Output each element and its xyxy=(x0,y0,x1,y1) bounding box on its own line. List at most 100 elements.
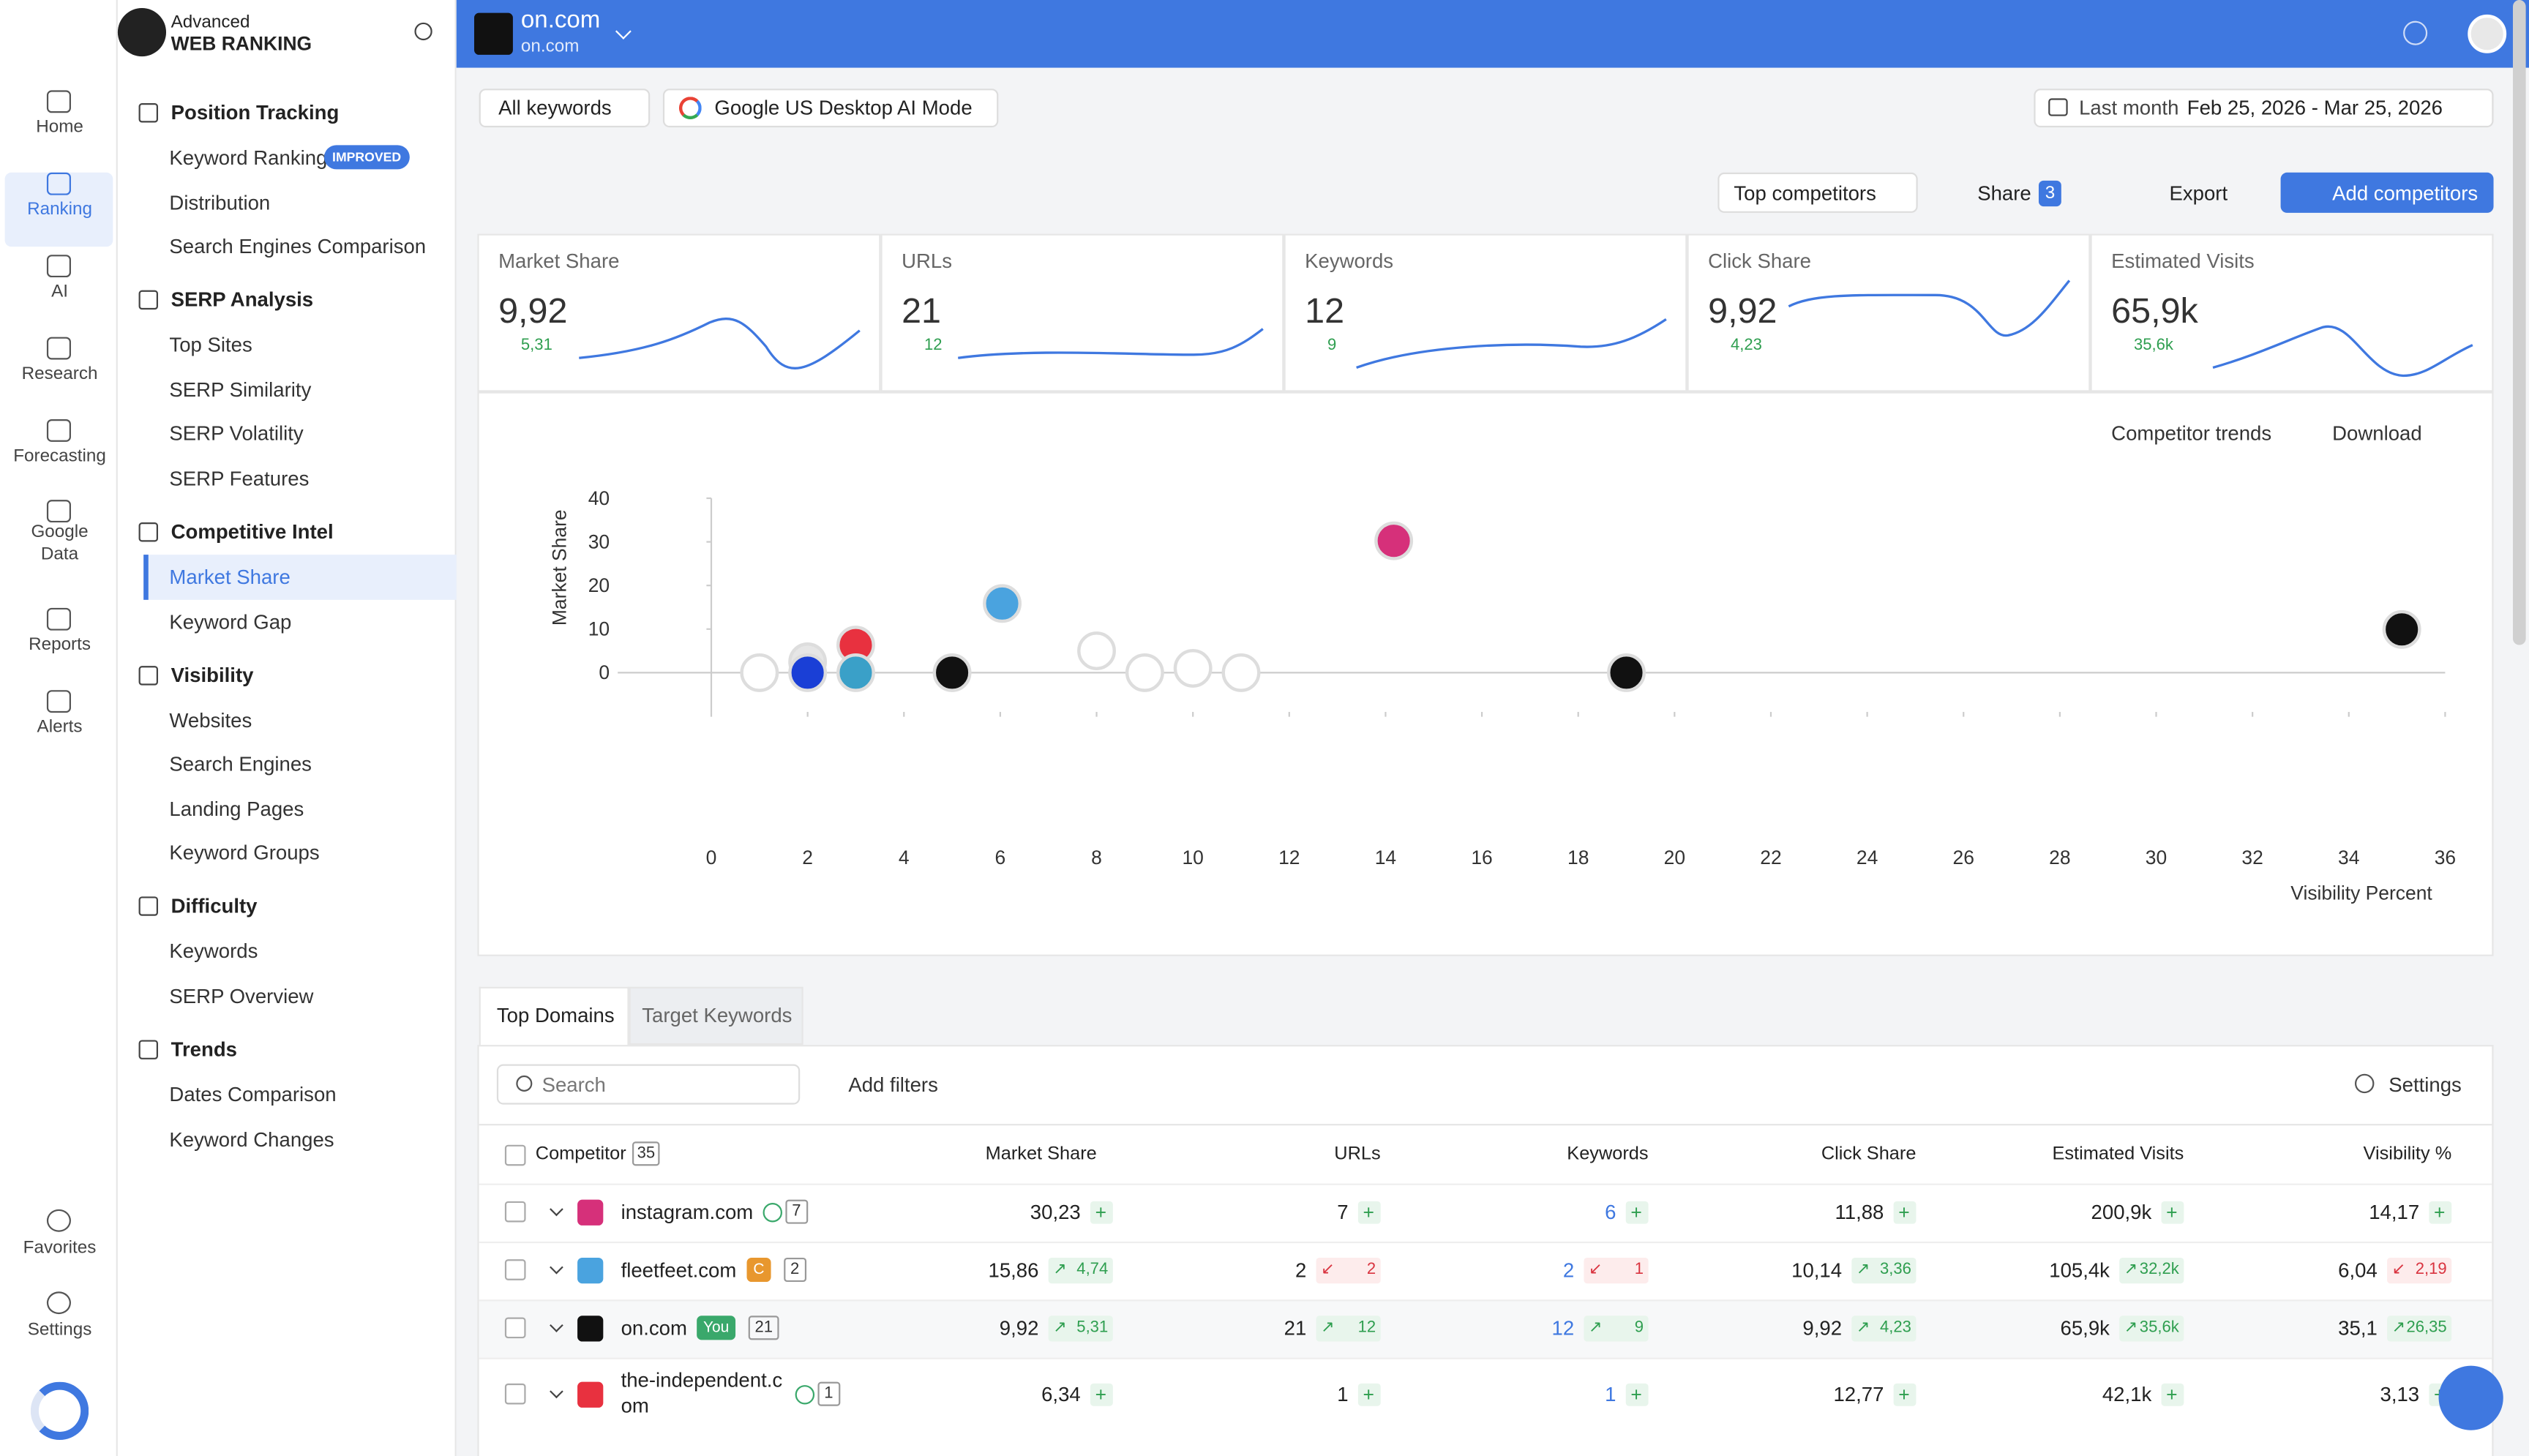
menu-item[interactable]: Search Engines xyxy=(169,753,312,776)
menu-section[interactable]: Position Tracking xyxy=(171,101,340,124)
menu-item[interactable]: SERP Volatility xyxy=(169,423,304,446)
add-icon[interactable] xyxy=(2161,1201,2184,1224)
change-chip xyxy=(1048,1257,1113,1284)
tab[interactable] xyxy=(629,986,803,1046)
menu-item[interactable]: Dates Comparison xyxy=(169,1083,337,1106)
add-icon[interactable] xyxy=(1090,1383,1113,1406)
table-row[interactable] xyxy=(479,1357,2492,1432)
export-button[interactable]: Export xyxy=(2169,182,2228,205)
nav-label[interactable]: Favorites xyxy=(23,1238,97,1258)
domain[interactable]: the-independent.com xyxy=(621,1369,783,1418)
menu-section[interactable]: Competitive Intel xyxy=(171,520,334,544)
menu-item[interactable]: Keyword Changes xyxy=(169,1127,334,1151)
menu-section[interactable]: Trends xyxy=(171,1038,238,1062)
download-button[interactable]: Download xyxy=(2332,422,2422,446)
chat-button[interactable] xyxy=(2438,1365,2503,1430)
checkbox[interactable] xyxy=(504,1317,526,1339)
search-icon[interactable] xyxy=(414,22,432,41)
tab-active[interactable] xyxy=(479,986,629,1047)
nav-icon[interactable] xyxy=(46,690,71,713)
menu-item[interactable]: Keyword Groups xyxy=(169,842,320,866)
add-icon[interactable] xyxy=(2161,1383,2184,1406)
column-header[interactable]: URLs xyxy=(1334,1144,1381,1165)
menu-item[interactable]: Market Share xyxy=(169,566,291,589)
menu-item[interactable]: SERP Similarity xyxy=(169,378,312,402)
domain[interactable]: on.com xyxy=(621,1317,687,1340)
nav-icon[interactable] xyxy=(46,1209,71,1232)
checkbox[interactable] xyxy=(504,1259,526,1280)
menu-item[interactable]: Keyword Gap xyxy=(169,610,292,634)
nav-icon[interactable] xyxy=(46,172,71,195)
add-icon[interactable] xyxy=(1625,1383,1649,1406)
help-icon[interactable] xyxy=(2403,20,2428,45)
add-icon[interactable] xyxy=(1357,1201,1381,1224)
nav-icon[interactable] xyxy=(46,255,71,278)
tab[interactable]: Target Keywords xyxy=(642,1004,793,1027)
cell-value: 65,9k xyxy=(2060,1317,2110,1340)
menu-item[interactable]: Distribution xyxy=(169,191,271,214)
menu-item[interactable]: SERP Features xyxy=(169,468,310,490)
column-header[interactable]: Keywords xyxy=(1567,1144,1649,1165)
checkbox[interactable] xyxy=(504,1201,526,1223)
nav-label[interactable]: Alerts xyxy=(37,717,83,738)
menu-item[interactable]: Top Sites xyxy=(169,334,252,357)
cell-value: 15,86 xyxy=(988,1259,1039,1283)
trends-button[interactable]: Competitor trends xyxy=(2111,422,2272,446)
keyword-filter[interactable] xyxy=(479,89,651,128)
nav-icon[interactable] xyxy=(46,1291,71,1315)
menu-item[interactable]: Keyword Ranking xyxy=(169,146,328,170)
column-header[interactable]: Click Share xyxy=(1821,1144,1917,1165)
menu-item[interactable]: Landing Pages xyxy=(169,798,304,821)
nav-label[interactable]: AI xyxy=(51,282,69,302)
add-icon[interactable] xyxy=(1893,1201,1917,1224)
add-icon[interactable] xyxy=(2429,1201,2452,1224)
nav-icon[interactable] xyxy=(46,500,71,523)
avatar[interactable] xyxy=(2468,14,2507,53)
table-row[interactable] xyxy=(479,1183,2492,1242)
nav-label[interactable]: Reports xyxy=(29,635,91,655)
nav-label[interactable]: Google Data xyxy=(31,522,89,565)
column-header[interactable]: Market Share xyxy=(985,1144,1097,1165)
nav-icon[interactable] xyxy=(46,419,71,442)
add-competitors-button[interactable] xyxy=(2280,172,2494,213)
nav-label[interactable]: Forecasting xyxy=(13,446,106,466)
search-box[interactable] xyxy=(496,1064,801,1105)
add-icon[interactable] xyxy=(1090,1201,1113,1224)
share-button[interactable]: Share xyxy=(1977,182,2031,205)
checkbox[interactable] xyxy=(504,1144,526,1166)
column-header[interactable]: Estimated Visits xyxy=(2052,1144,2184,1165)
nav-label[interactable]: Settings xyxy=(27,1320,92,1340)
domain[interactable]: instagram.com xyxy=(621,1201,754,1224)
menu-section[interactable]: Difficulty xyxy=(171,895,258,918)
nav-icon[interactable] xyxy=(46,90,71,113)
menu-item[interactable]: SERP Overview xyxy=(169,985,314,1008)
nav-label[interactable]: Home xyxy=(36,117,83,138)
date-picker[interactable] xyxy=(2034,89,2494,128)
add-icon[interactable] xyxy=(763,1203,782,1223)
nav-label[interactable]: Ranking xyxy=(27,200,93,219)
nav-icon[interactable] xyxy=(46,607,71,631)
change-value: 9 xyxy=(1634,1318,1644,1337)
column-header[interactable]: Visibility % xyxy=(2363,1144,2452,1165)
settings-button[interactable]: Settings xyxy=(2388,1073,2462,1097)
table-row[interactable] xyxy=(479,1241,2492,1299)
engine-filter[interactable] xyxy=(662,89,999,128)
menu-item[interactable]: Websites xyxy=(169,708,252,732)
nav-label[interactable]: Research xyxy=(21,364,98,384)
add-icon[interactable] xyxy=(1357,1383,1381,1406)
menu-section[interactable]: SERP Analysis xyxy=(171,288,314,312)
badge-improved: IMPROVED xyxy=(324,145,410,170)
add-filters[interactable]: Add filters xyxy=(848,1073,938,1097)
domain[interactable]: fleetfeet.com xyxy=(621,1259,737,1283)
competitors-select[interactable] xyxy=(1717,172,1918,213)
add-icon[interactable] xyxy=(1893,1383,1917,1406)
checkbox[interactable] xyxy=(504,1383,526,1405)
menu-item[interactable]: Keywords xyxy=(169,940,258,964)
table-row[interactable] xyxy=(479,1299,2492,1358)
nav-icon[interactable] xyxy=(46,337,71,360)
add-icon[interactable] xyxy=(1625,1201,1649,1224)
menu-section[interactable]: Visibility xyxy=(171,664,254,686)
add-icon[interactable] xyxy=(795,1385,815,1405)
menu-item[interactable]: Search Engines Comparison xyxy=(169,236,427,259)
